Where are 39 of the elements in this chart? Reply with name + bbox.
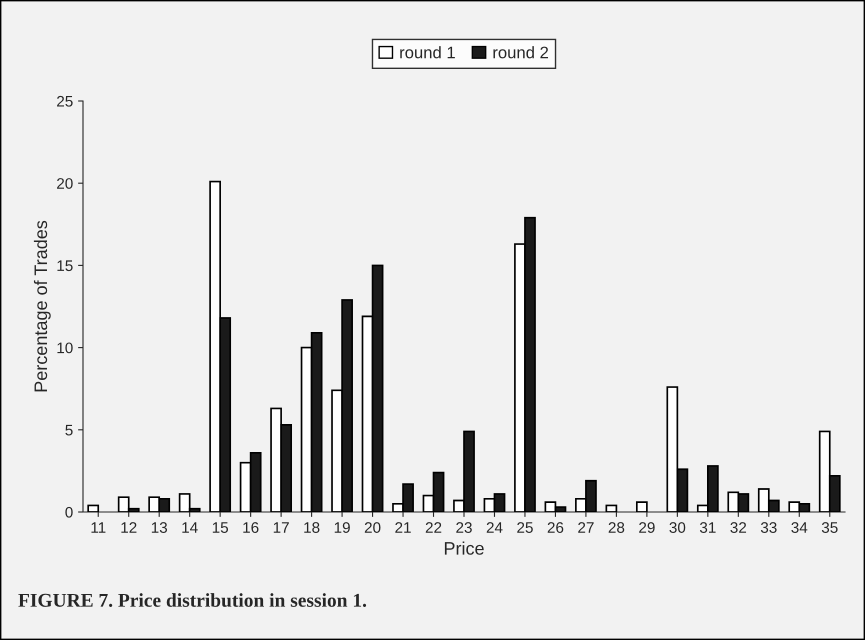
x-tick-label: 23 [456,522,472,533]
y-tick-label: 5 [65,424,73,436]
x-tick-label: 29 [639,522,655,533]
bar [636,501,648,512]
x-tick-label: 15 [212,522,228,533]
y-tick-label: 10 [57,342,73,354]
x-tick-label: 28 [608,522,624,533]
y-tick-label: 20 [57,178,73,189]
x-tick-label: 16 [243,522,258,533]
x-tick-label: 17 [274,522,289,533]
x-tick-label: 34 [791,522,808,533]
x-tick-label: 18 [304,522,320,533]
bar [87,504,100,512]
x-tick-label: 24 [486,522,503,533]
x-tick-label: 12 [121,522,136,533]
x-tick-label: 31 [700,522,716,533]
caption: FIGURE 7. Price distribution in session 1. [18,593,366,607]
x-tick-label: 26 [548,522,564,533]
x-tick-label: 32 [730,522,746,533]
x-tick-label: 33 [760,522,777,533]
x-tick-label: 13 [152,522,168,533]
x-tick-label: 27 [578,522,594,533]
x-tick-label: 25 [517,522,533,533]
x-tick-label: 14 [182,522,198,533]
x-tick-label: 35 [822,522,838,533]
x-tick-label: 20 [364,522,380,533]
y-axis-title: Percentage of Trades [34,220,51,392]
x-tick-label: 19 [334,522,350,533]
legend-label: round 2 [493,46,548,58]
x-tick-label: 30 [669,522,686,533]
y-tick-label: 0 [65,506,73,518]
x-axis-title: Price [444,542,484,555]
x-tick-label: 21 [395,522,411,533]
x-tick-label: 22 [426,522,442,533]
x-tick-label: 11 [91,522,106,533]
y-tick-label: 25 [57,96,73,107]
legend-label: round 1 [400,46,455,58]
bar [606,504,618,512]
y-tick-label: 15 [57,260,73,272]
